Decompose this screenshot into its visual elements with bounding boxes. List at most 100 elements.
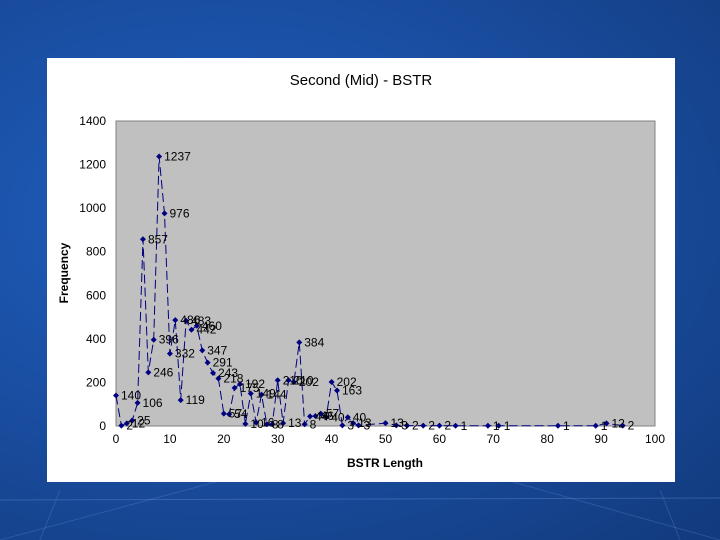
data-label: 54 — [234, 407, 248, 421]
x-tick-label: 10 — [163, 432, 177, 446]
data-point — [231, 384, 238, 391]
data-label: 2 — [412, 419, 419, 433]
y-axis-title: Frequency — [57, 242, 71, 303]
data-label: 175 — [240, 381, 260, 395]
data-label: 13 — [358, 416, 372, 430]
data-label: 2 — [428, 419, 435, 433]
data-label: 1 — [563, 419, 570, 433]
x-tick-label: 40 — [325, 432, 339, 446]
data-label: 1 — [504, 419, 511, 433]
data-label: 10 — [250, 417, 264, 431]
series-points — [113, 153, 626, 429]
data-point — [220, 410, 227, 417]
data-point — [161, 210, 168, 217]
data-point — [301, 421, 308, 428]
data-point — [156, 153, 163, 160]
data-point — [215, 375, 222, 382]
x-tick-label: 30 — [271, 432, 285, 446]
data-point — [328, 378, 335, 385]
data-point — [420, 422, 427, 429]
data-label: 384 — [304, 335, 324, 349]
data-point — [350, 420, 357, 427]
data-label: 149 — [256, 387, 276, 401]
data-point — [193, 322, 200, 329]
data-label: 13 — [288, 416, 302, 430]
chart-panel: Second (Mid) - BSTR 0 200 400 600 800 1000 120… — [47, 58, 675, 482]
data-label: 857 — [148, 232, 168, 246]
data-point — [495, 422, 502, 429]
data-label: 44 — [315, 409, 329, 423]
data-point — [263, 421, 270, 428]
data-point — [355, 422, 362, 429]
data-point — [139, 236, 146, 243]
data-label: 210 — [293, 373, 313, 387]
data-label: 57 — [326, 407, 340, 421]
data-label: 1 — [601, 419, 608, 433]
data-label: 202 — [337, 375, 357, 389]
data-label: 246 — [153, 365, 173, 379]
data-label: 119 — [186, 393, 205, 407]
data-point — [253, 419, 260, 426]
data-point — [280, 420, 287, 427]
x-tick-label: 90 — [594, 432, 608, 446]
data-label: 3 — [347, 418, 354, 432]
data-label: 8 — [277, 417, 284, 431]
data-label: 2 — [126, 419, 133, 433]
y-tick-label: 1200 — [79, 158, 106, 172]
x-tick-label: 60 — [433, 432, 447, 446]
data-point — [619, 422, 626, 429]
x-tick-label: 20 — [217, 432, 231, 446]
data-label: 218 — [223, 372, 243, 386]
data-label: 243 — [218, 366, 238, 380]
x-tick-label: 80 — [541, 432, 555, 446]
data-label: 144 — [267, 388, 287, 402]
data-label: 291 — [213, 356, 233, 370]
data-point — [317, 410, 324, 417]
data-point — [188, 326, 195, 333]
data-point — [269, 421, 276, 428]
data-label: 460 — [202, 319, 222, 333]
data-point — [150, 336, 157, 343]
data-point — [118, 422, 125, 429]
x-tick-label: 100 — [645, 432, 665, 446]
x-tick-label: 50 — [379, 432, 393, 446]
data-point — [166, 350, 173, 357]
data-point — [307, 413, 314, 420]
x-tick-label: 0 — [113, 432, 120, 446]
data-point — [339, 422, 346, 429]
data-point — [242, 420, 249, 427]
data-label: 486 — [180, 313, 200, 327]
data-label: 1 — [493, 419, 500, 433]
y-tick-label: 200 — [86, 375, 106, 389]
x-axis-ticks: 0 10 20 30 40 50 60 70 80 90 100 — [113, 432, 666, 446]
y-axis-ticks: 0 200 400 600 800 1000 1200 1400 — [79, 114, 106, 433]
data-point — [296, 339, 303, 346]
data-point — [145, 369, 152, 376]
data-label: 210 — [283, 373, 303, 387]
data-point — [274, 377, 281, 384]
data-point — [382, 420, 389, 427]
data-label: 46 — [320, 409, 334, 423]
y-tick-label: 1400 — [79, 114, 106, 128]
data-label: 16 — [261, 416, 275, 430]
data-point — [285, 377, 292, 384]
data-label: 1237 — [164, 150, 191, 164]
data-label: 163 — [342, 383, 362, 397]
data-point — [134, 399, 141, 406]
y-tick-label: 400 — [86, 332, 106, 346]
data-label: 140 — [121, 389, 141, 403]
data-label: 40 — [331, 410, 345, 424]
data-point — [592, 422, 599, 429]
x-axis-title: BSTR Length — [347, 456, 423, 470]
x-tick-label: 70 — [487, 432, 501, 446]
data-label: 202 — [299, 375, 319, 389]
data-label: 396 — [159, 333, 179, 347]
data-label: 13 — [391, 416, 405, 430]
data-point — [484, 422, 491, 429]
data-label: 12 — [132, 416, 146, 430]
data-point — [129, 417, 136, 424]
data-point — [404, 422, 411, 429]
data-label: 12 — [611, 416, 625, 430]
data-label: 40 — [353, 410, 367, 424]
data-label: 2 — [444, 419, 451, 433]
